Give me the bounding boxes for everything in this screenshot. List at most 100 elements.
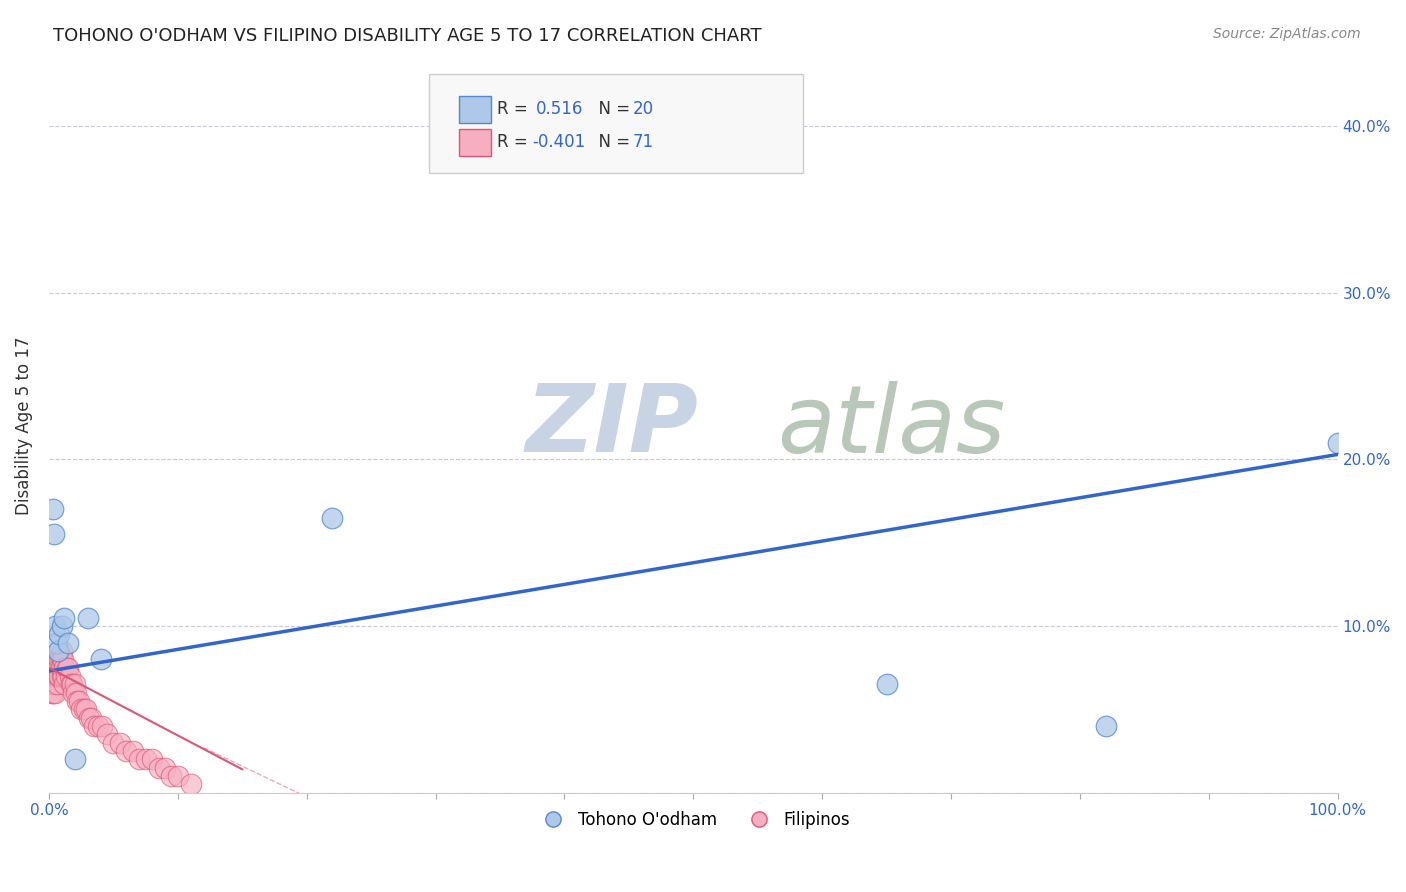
Point <box>83 719 105 733</box>
Point <box>115 744 138 758</box>
Point <box>41 661 63 675</box>
Point <box>39 652 62 666</box>
Point <box>56 661 79 675</box>
Point <box>45 677 67 691</box>
Text: TOHONO O'ODHAM VS FILIPINO DISABILITY AGE 5 TO 17 CORRELATION CHART: TOHONO O'ODHAM VS FILIPINO DISABILITY AG… <box>53 27 762 45</box>
Point <box>44 686 66 700</box>
Point <box>53 611 76 625</box>
Point <box>44 661 66 675</box>
Point <box>44 669 66 683</box>
Point <box>180 777 202 791</box>
Point <box>45 661 67 675</box>
Point <box>121 744 143 758</box>
Point <box>108 736 131 750</box>
Point <box>39 661 62 675</box>
Text: R =: R = <box>498 101 533 119</box>
Point <box>51 669 73 683</box>
Text: N =: N = <box>588 134 636 152</box>
Point <box>44 619 66 633</box>
Text: R =: R = <box>498 134 533 152</box>
Point <box>321 510 343 524</box>
Point <box>42 677 65 691</box>
Point <box>76 611 98 625</box>
FancyBboxPatch shape <box>429 74 803 173</box>
Point <box>87 719 110 733</box>
Point <box>39 677 62 691</box>
Point <box>41 669 63 683</box>
Text: ZIP: ZIP <box>526 380 699 472</box>
Point <box>53 677 76 691</box>
Point <box>96 727 118 741</box>
Point <box>42 527 65 541</box>
Point <box>51 652 73 666</box>
Point <box>55 669 77 683</box>
Point <box>51 619 73 633</box>
Point <box>141 752 163 766</box>
Text: 71: 71 <box>633 134 654 152</box>
Point <box>48 644 70 658</box>
Point <box>160 769 183 783</box>
Legend: Tohono O'odham, Filipinos: Tohono O'odham, Filipinos <box>530 805 858 836</box>
Point <box>89 652 111 666</box>
Point <box>42 502 65 516</box>
Point <box>148 761 170 775</box>
Point <box>876 677 898 691</box>
Point <box>42 669 65 683</box>
Point <box>90 719 112 733</box>
Text: Source: ZipAtlas.com: Source: ZipAtlas.com <box>1213 27 1361 41</box>
Point <box>41 686 63 700</box>
Point <box>77 711 100 725</box>
Point <box>44 652 66 666</box>
Point <box>41 677 63 691</box>
Point <box>46 661 69 675</box>
Point <box>70 702 93 716</box>
Point <box>58 661 80 675</box>
Point <box>58 636 80 650</box>
Point <box>49 652 72 666</box>
Point <box>42 661 65 675</box>
Point <box>65 686 87 700</box>
Point <box>63 677 86 691</box>
Point <box>42 669 65 683</box>
Point <box>42 686 65 700</box>
FancyBboxPatch shape <box>458 128 491 156</box>
Text: N =: N = <box>588 101 636 119</box>
Point <box>48 627 70 641</box>
Point <box>63 752 86 766</box>
Point <box>45 652 67 666</box>
Point <box>166 769 188 783</box>
Text: atlas: atlas <box>778 381 1005 472</box>
Point <box>75 702 97 716</box>
Text: 20: 20 <box>633 101 654 119</box>
Point <box>42 661 65 675</box>
Point <box>45 669 67 683</box>
Point <box>42 652 65 666</box>
Point <box>42 677 65 691</box>
Point <box>153 761 176 775</box>
Text: -0.401: -0.401 <box>533 134 585 152</box>
Point <box>46 644 69 658</box>
Point <box>66 694 89 708</box>
Point <box>52 669 75 683</box>
Point <box>45 636 67 650</box>
Point <box>1094 719 1116 733</box>
Point <box>39 669 62 683</box>
Point <box>46 669 69 683</box>
Point <box>103 736 125 750</box>
Point <box>59 677 82 691</box>
Point <box>48 669 70 683</box>
Point <box>58 669 80 683</box>
Point <box>1326 435 1348 450</box>
Point <box>52 652 75 666</box>
Point <box>128 752 150 766</box>
Y-axis label: Disability Age 5 to 17: Disability Age 5 to 17 <box>15 337 32 516</box>
Point <box>53 661 76 675</box>
Point <box>49 661 72 675</box>
Point <box>80 711 103 725</box>
FancyBboxPatch shape <box>458 95 491 123</box>
Point <box>62 686 84 700</box>
Text: 0.516: 0.516 <box>536 101 583 119</box>
Point <box>67 694 90 708</box>
Point <box>60 677 83 691</box>
Point <box>48 652 70 666</box>
